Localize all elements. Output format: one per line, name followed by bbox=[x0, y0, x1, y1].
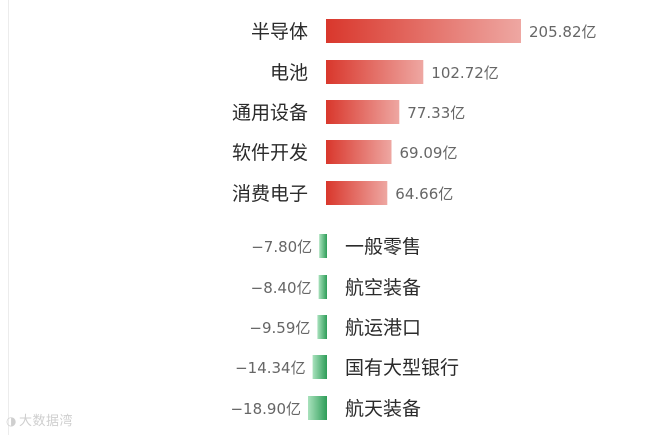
value-label-6: −8.40亿 bbox=[251, 279, 312, 297]
bar-4 bbox=[326, 181, 388, 205]
value-label-5: −7.80亿 bbox=[251, 238, 312, 256]
bar-0 bbox=[326, 19, 521, 43]
bar-9 bbox=[308, 396, 327, 420]
bar-7 bbox=[317, 315, 327, 339]
value-label-7: −9.59亿 bbox=[249, 319, 310, 337]
category-label-9: 航天装备 bbox=[345, 398, 421, 420]
value-label-0: 205.82亿 bbox=[529, 23, 597, 41]
bar-6 bbox=[318, 275, 327, 299]
watermark: ◑ 大数据湾 bbox=[6, 410, 73, 429]
bar-3 bbox=[326, 140, 392, 164]
bar-8 bbox=[312, 355, 327, 379]
value-label-3: 69.09亿 bbox=[400, 144, 458, 162]
value-label-9: −18.90亿 bbox=[230, 400, 301, 418]
watermark-text: 大数据湾 bbox=[18, 414, 73, 429]
category-label-4: 消费电子 bbox=[232, 183, 308, 205]
value-label-2: 77.33亿 bbox=[407, 104, 465, 122]
category-label-6: 航空装备 bbox=[345, 277, 421, 299]
value-label-8: −14.34亿 bbox=[235, 359, 306, 377]
bar-1 bbox=[326, 60, 424, 84]
category-label-2: 通用设备 bbox=[232, 102, 308, 124]
frame-border bbox=[8, 0, 9, 435]
bar-5 bbox=[319, 234, 327, 258]
category-label-0: 半导体 bbox=[251, 21, 308, 43]
category-label-1: 电池 bbox=[270, 62, 308, 84]
logo-icon: ◑ bbox=[6, 414, 17, 428]
category-label-7: 航运港口 bbox=[345, 317, 421, 339]
category-label-5: 一般零售 bbox=[345, 236, 421, 258]
value-label-4: 64.66亿 bbox=[395, 185, 453, 203]
category-label-3: 软件开发 bbox=[232, 142, 308, 164]
bar-2 bbox=[326, 100, 400, 124]
category-label-8: 国有大型银行 bbox=[345, 357, 459, 379]
value-label-1: 102.72亿 bbox=[431, 64, 499, 82]
